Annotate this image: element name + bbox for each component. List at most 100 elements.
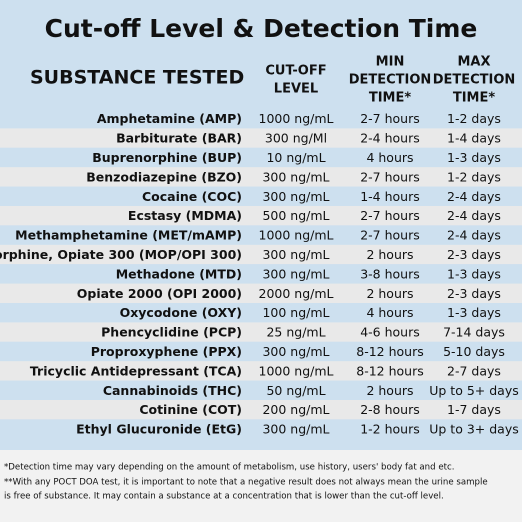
row-background: [0, 264, 522, 284]
row-background: [0, 206, 522, 226]
cell: 2-7 hours: [360, 228, 420, 243]
footnote: *Detection time may vary depending on th…: [4, 463, 454, 473]
substance-name: Methamphetamine (MET/mAMP): [15, 228, 242, 243]
column-header: TIME*: [369, 91, 412, 106]
column-header: MIN: [376, 55, 405, 70]
cell: 1-4 days: [447, 131, 501, 146]
cell: 5-10 days: [443, 344, 505, 359]
cell: 2-4 days: [447, 189, 501, 204]
row-background: [0, 167, 522, 187]
row-background: [0, 109, 522, 129]
cell: 200 ng/mL: [262, 402, 329, 417]
cell: 1-2 days: [447, 111, 501, 126]
column-header: LEVEL: [274, 82, 318, 97]
cell: Up to 3+ days: [429, 422, 518, 437]
row-background: [0, 186, 522, 206]
substance-name: Morphine, Opiate 300 (MOP/OPI 300): [0, 247, 242, 262]
substance-name: Cocaine (COC): [142, 189, 242, 204]
substance-name: Ethyl Glucuronide (EtG): [76, 422, 242, 437]
substance-name: Buprenorphine (BUP): [92, 150, 242, 165]
substance-name: Cannabinoids (THC): [103, 383, 242, 398]
row-background: [0, 400, 522, 420]
footer-background: [0, 450, 522, 522]
row-background: [0, 244, 522, 265]
row-background: [0, 303, 522, 323]
cell: 1-3 days: [447, 266, 501, 281]
substance-name: Phencyclidine (PCP): [101, 325, 242, 340]
substance-name: Cotinine (COT): [139, 402, 242, 417]
row-background: [0, 128, 522, 148]
cell: 2-4 hours: [360, 131, 420, 146]
cell: 2 hours: [366, 286, 413, 301]
cell: 50 ng/mL: [266, 383, 325, 398]
substance-name: Amphetamine (AMP): [97, 111, 242, 126]
column-header: CUT-OFF: [265, 64, 326, 79]
cell: 2-7 days: [447, 363, 501, 378]
cell: 4 hours: [366, 150, 413, 165]
cell: 1-3 days: [447, 305, 501, 320]
cell: 300 ng/mL: [262, 189, 329, 204]
cell: 1-2 hours: [360, 422, 420, 437]
title: Cut-off Level & Detection Time: [45, 14, 478, 43]
row-background: [0, 361, 522, 381]
cell: 2-4 days: [447, 228, 501, 243]
cell: 500 ng/mL: [262, 208, 329, 223]
row-background: [0, 419, 522, 439]
column-header: MAX: [457, 55, 490, 70]
cell: 2-4 days: [447, 208, 501, 223]
row-background: [0, 225, 522, 245]
footnote: **With any POCT DOA test, it is importan…: [4, 478, 488, 488]
cell: 2 hours: [366, 383, 413, 398]
row-background: [0, 380, 522, 400]
substance-name: Benzodiazepine (BZO): [86, 169, 242, 184]
cell: 300 ng/mL: [262, 247, 329, 262]
cell: 1000 ng/mL: [259, 111, 334, 126]
column-header: TIME*: [453, 91, 496, 106]
substance-name: Proproxyphene (PPX): [91, 344, 242, 359]
footnote: is free of substance. It may contain a s…: [4, 492, 444, 502]
substance-name: Ecstasy (MDMA): [128, 208, 242, 223]
cell: 8-12 hours: [356, 363, 424, 378]
column-header: DETECTION: [349, 73, 432, 88]
column-header: DETECTION: [433, 73, 516, 88]
cell: 300 ng/mL: [262, 266, 329, 281]
cell: 300 ng/mL: [262, 422, 329, 437]
cell: 4 hours: [366, 305, 413, 320]
cell: 2 hours: [366, 247, 413, 262]
row-background: [0, 147, 522, 168]
cell: 1000 ng/mL: [259, 228, 334, 243]
cell: 1-7 days: [447, 402, 501, 417]
cell: 2-8 hours: [360, 402, 420, 417]
cell: 300 ng/mL: [262, 169, 329, 184]
column-header: SUBSTANCE TESTED: [30, 67, 244, 89]
cell: 100 ng/mL: [262, 305, 329, 320]
substance-name: Methadone (MTD): [116, 266, 242, 281]
cell: 1-3 days: [447, 150, 501, 165]
substance-name: Tricyclic Antidepressant (TCA): [30, 363, 242, 378]
cell: 300 ng/Ml: [265, 131, 327, 146]
row-background: [0, 322, 522, 342]
cell: 4-6 hours: [360, 325, 420, 340]
cell: 1-2 days: [447, 169, 501, 184]
cell: 2-7 hours: [360, 208, 420, 223]
cell: 3-8 hours: [360, 266, 420, 281]
substance-name: Barbiturate (BAR): [116, 131, 242, 146]
cell: 1000 ng/mL: [259, 363, 334, 378]
cell: 2-3 days: [447, 286, 501, 301]
row-background: [0, 283, 522, 303]
cell: 2000 ng/mL: [259, 286, 334, 301]
cell: 2-3 days: [447, 247, 501, 262]
cell: 2-7 hours: [360, 111, 420, 126]
cell: 10 ng/mL: [266, 150, 325, 165]
cell: 300 ng/mL: [262, 344, 329, 359]
substance-name: Oxycodone (OXY): [120, 305, 242, 320]
substance-name: Opiate 2000 (OPI 2000): [77, 286, 242, 301]
cell: 7-14 days: [443, 325, 505, 340]
cell: 25 ng/mL: [266, 325, 325, 340]
cell: 2-7 hours: [360, 169, 420, 184]
cell: Up to 5+ days: [429, 383, 518, 398]
cell: 8-12 hours: [356, 344, 424, 359]
row-background: [0, 341, 522, 362]
cell: 1-4 hours: [360, 189, 420, 204]
